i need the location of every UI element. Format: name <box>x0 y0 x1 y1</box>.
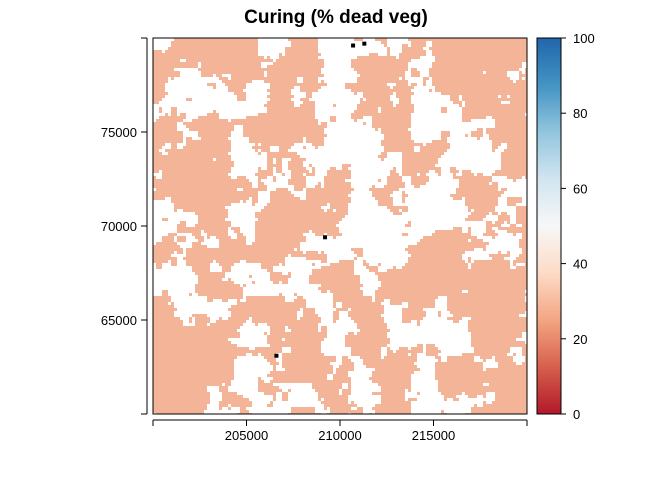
x-tick-label: 205000 <box>225 428 268 443</box>
marker-point <box>351 43 356 48</box>
x-axis: 205000 210000 215000 <box>152 419 528 443</box>
legend-tick-label: 40 <box>573 257 587 272</box>
x-tick-label: 215000 <box>412 428 455 443</box>
marker-layer <box>274 41 367 358</box>
legend-tick-label: 80 <box>573 106 587 121</box>
y-axis: 65000 70000 75000 <box>101 37 148 415</box>
map-title: Curing (% dead veg) <box>244 7 428 28</box>
legend-tick-label: 20 <box>573 332 587 347</box>
marker-point <box>362 41 367 46</box>
legend-tick-label: 0 <box>573 407 580 422</box>
curing-raster <box>153 38 527 414</box>
y-tick-label: 75000 <box>101 125 137 140</box>
legend-tick-label: 60 <box>573 181 587 196</box>
y-tick-label: 65000 <box>101 313 137 328</box>
x-tick-label: 210000 <box>318 428 361 443</box>
marker-point <box>323 235 328 240</box>
legend-colorbar <box>536 37 562 415</box>
map-frame <box>152 37 528 415</box>
marker-point <box>274 353 279 358</box>
y-tick-label: 70000 <box>101 219 137 234</box>
legend-tick-label: 100 <box>573 31 595 46</box>
legend-axis: 0 20 40 60 80 100 <box>561 31 595 422</box>
